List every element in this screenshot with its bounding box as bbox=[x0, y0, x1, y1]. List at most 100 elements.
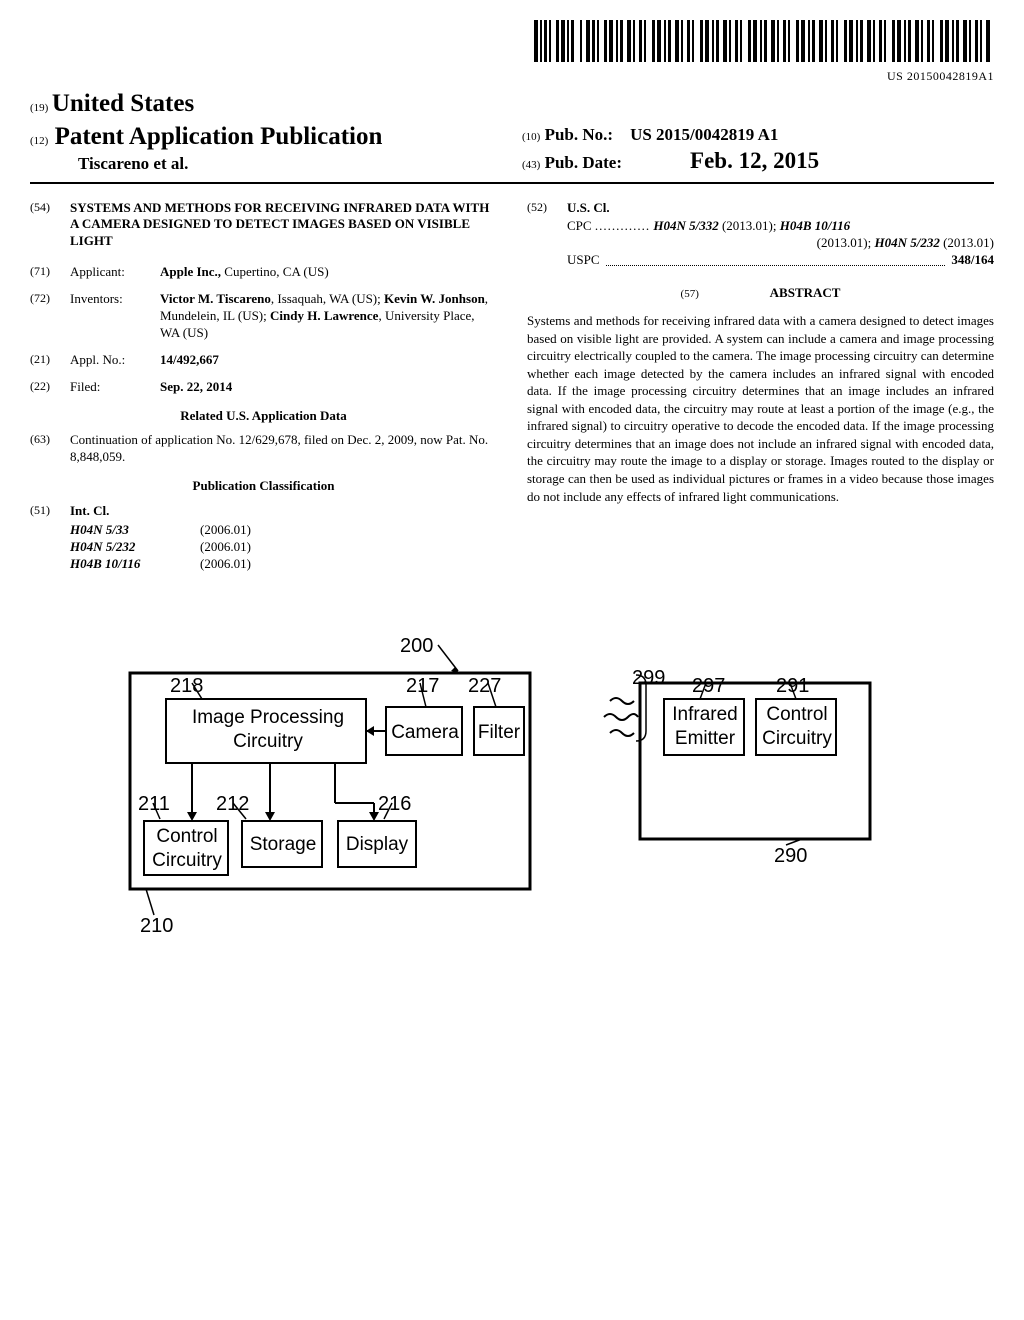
ref-200: 200 bbox=[400, 633, 433, 659]
code-12: (12) bbox=[30, 135, 48, 147]
country-name: United States bbox=[52, 90, 194, 117]
int-cl-code-2: H04B 10/116 bbox=[70, 556, 200, 573]
pub-no-line: (10) Pub. No.: US 2015/0042819 A1 bbox=[522, 124, 994, 146]
pub-class-heading: Publication Classification bbox=[30, 478, 497, 495]
cpc-1: H04N 5/332 bbox=[653, 218, 718, 233]
applicant-value: Apple Inc., Cupertino, CA (US) bbox=[160, 264, 497, 281]
abstract-label: ABSTRACT bbox=[770, 285, 841, 300]
barcode-number: US 20150042819A1 bbox=[30, 69, 994, 85]
int-cl-code-0: H04N 5/33 bbox=[70, 522, 200, 539]
inv-name-1: Kevin W. Jonhson bbox=[384, 291, 485, 306]
ref-227: 227 bbox=[468, 673, 501, 699]
int-cl-table: H04N 5/33 (2006.01) H04N 5/232 (2006.01)… bbox=[70, 522, 497, 573]
code-54: (54) bbox=[30, 200, 70, 251]
int-cl-row-1: H04N 5/232 (2006.01) bbox=[70, 539, 497, 556]
ref-299: 299 bbox=[632, 665, 665, 691]
int-cl-year-0: (2006.01) bbox=[200, 522, 251, 539]
ref-297: 297 bbox=[692, 673, 725, 699]
cpc-3: H04N 5/232 bbox=[874, 235, 939, 250]
code-72: (72) bbox=[30, 291, 70, 342]
inventors-value: Victor M. Tiscareno, Issaquah, WA (US); … bbox=[160, 291, 497, 342]
ref-291: 291 bbox=[776, 673, 809, 699]
ref-212: 212 bbox=[216, 791, 249, 817]
inv-name-2: Cindy H. Lawrence bbox=[270, 308, 378, 323]
code-22: (22) bbox=[30, 379, 70, 396]
code-21: (21) bbox=[30, 352, 70, 369]
filed-label: Filed: bbox=[70, 379, 160, 396]
body-columns: (54) SYSTEMS AND METHODS FOR RECEIVING I… bbox=[30, 200, 994, 583]
uspc-label: USPC bbox=[567, 252, 600, 269]
country-line: (19) United States bbox=[30, 88, 502, 121]
title-block: (54) SYSTEMS AND METHODS FOR RECEIVING I… bbox=[30, 200, 497, 251]
int-cl-row: (51) Int. Cl. bbox=[30, 503, 497, 520]
code-52: (52) bbox=[527, 200, 567, 217]
uspc-line: USPC 348/164 bbox=[567, 252, 994, 269]
cpc-y3: (2013.01) bbox=[940, 235, 994, 250]
related-heading: Related U.S. Application Data bbox=[30, 408, 497, 425]
continuation-text: Continuation of application No. 12/629,6… bbox=[70, 432, 497, 466]
applicant-label: Applicant: bbox=[70, 264, 160, 281]
header: (19) United States (12) Patent Applicati… bbox=[30, 88, 994, 183]
box-ipc: Image Processing Circuitry bbox=[168, 706, 368, 755]
box-control-right: Control Circuitry bbox=[757, 703, 837, 752]
code-63: (63) bbox=[30, 432, 70, 466]
barcode-graphic bbox=[534, 20, 994, 67]
appl-no-row: (21) Appl. No.: 14/492,667 bbox=[30, 352, 497, 369]
pub-no: US 2015/0042819 A1 bbox=[630, 125, 778, 144]
int-cl-row-2: H04B 10/116 (2006.01) bbox=[70, 556, 497, 573]
filed-value: Sep. 22, 2014 bbox=[160, 379, 497, 396]
box-storage: Storage bbox=[243, 833, 323, 858]
code-10: (10) bbox=[522, 131, 540, 143]
cpc-label: CPC bbox=[567, 218, 592, 233]
box-control-left: Control Circuitry bbox=[145, 825, 229, 874]
diagram: 200 218 217 227 299 297 291 211 212 216 … bbox=[30, 633, 994, 993]
uspc-dots bbox=[606, 252, 946, 266]
code-51: (51) bbox=[30, 503, 70, 520]
ref-218: 218 bbox=[170, 673, 203, 699]
us-cl-label: U.S. Cl. bbox=[567, 200, 610, 217]
pub-date-label: Pub. Date: bbox=[545, 153, 622, 172]
pub-type-line: (12) Patent Application Publication bbox=[30, 121, 502, 154]
pub-no-label: Pub. No.: bbox=[545, 125, 613, 144]
int-cl-year-2: (2006.01) bbox=[200, 556, 251, 573]
cpc-line-2: (2013.01); H04N 5/232 (2013.01) bbox=[567, 235, 994, 252]
int-cl-label: Int. Cl. bbox=[70, 503, 109, 520]
abstract-heading: (57) ABSTRACT bbox=[527, 285, 994, 302]
pub-date: Feb. 12, 2015 bbox=[690, 148, 819, 173]
ref-210: 210 bbox=[140, 913, 173, 939]
cpc-y1: (2013.01); bbox=[719, 218, 780, 233]
pub-date-line: (43) Pub. Date: Feb. 12, 2015 bbox=[522, 146, 994, 176]
code-19: (19) bbox=[30, 102, 48, 114]
applicant-row: (71) Applicant: Apple Inc., Cupertino, C… bbox=[30, 264, 497, 281]
left-column: (54) SYSTEMS AND METHODS FOR RECEIVING I… bbox=[30, 200, 497, 583]
continuation-row: (63) Continuation of application No. 12/… bbox=[30, 432, 497, 466]
ref-211: 211 bbox=[138, 791, 170, 817]
ref-290: 290 bbox=[774, 843, 807, 869]
barcode-section: US 20150042819A1 bbox=[30, 20, 994, 84]
int-cl-row-0: H04N 5/33 (2006.01) bbox=[70, 522, 497, 539]
box-camera: Camera bbox=[387, 721, 463, 746]
us-cl-block: CPC ............. H04N 5/332 (2013.01); … bbox=[567, 218, 994, 269]
filed-row: (22) Filed: Sep. 22, 2014 bbox=[30, 379, 497, 396]
applicant-bold: Apple Inc., bbox=[160, 264, 221, 279]
inventors-label: Inventors: bbox=[70, 291, 160, 342]
right-column: (52) U.S. Cl. CPC ............. H04N 5/3… bbox=[527, 200, 994, 583]
inventors-row: (72) Inventors: Victor M. Tiscareno, Iss… bbox=[30, 291, 497, 342]
code-71: (71) bbox=[30, 264, 70, 281]
cpc-dots: ............. bbox=[595, 218, 650, 235]
box-filter: Filter bbox=[474, 721, 524, 746]
cpc-2: H04B 10/116 bbox=[780, 218, 850, 233]
cpc-line: CPC ............. H04N 5/332 (2013.01); … bbox=[567, 218, 994, 235]
ref-217: 217 bbox=[406, 673, 439, 699]
inv-name-0: Victor M. Tiscareno bbox=[160, 291, 271, 306]
uspc-value: 348/164 bbox=[951, 252, 994, 269]
ref-216: 216 bbox=[378, 791, 411, 817]
pub-type: Patent Application Publication bbox=[55, 123, 383, 150]
int-cl-year-1: (2006.01) bbox=[200, 539, 251, 556]
applicant-rest: Cupertino, CA (US) bbox=[221, 264, 329, 279]
cpc-y2: (2013.01); bbox=[817, 235, 875, 250]
code-43: (43) bbox=[522, 159, 540, 171]
inv-rest-0: , Issaquah, WA (US); bbox=[271, 291, 384, 306]
appl-no-value: 14/492,667 bbox=[160, 352, 497, 369]
abstract-text: Systems and methods for receiving infrar… bbox=[527, 312, 994, 505]
